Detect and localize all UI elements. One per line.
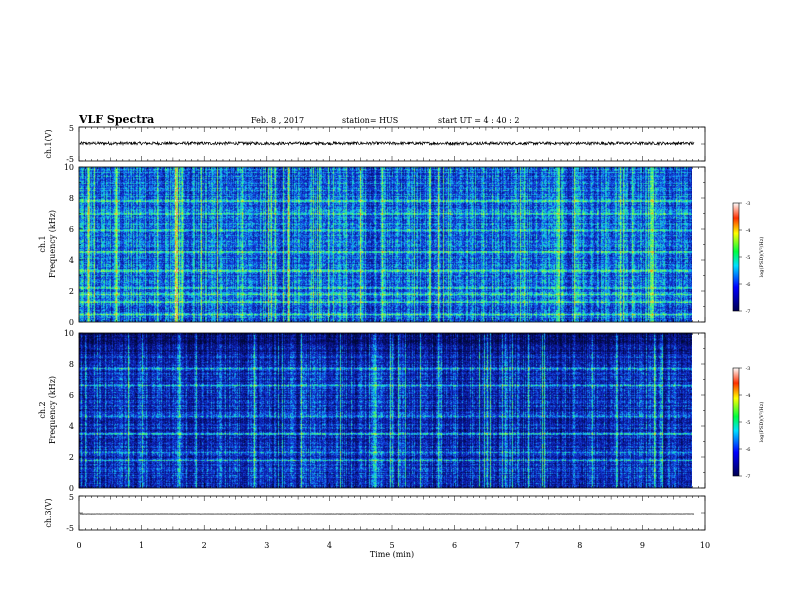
ch1-ytick-8: 8	[69, 194, 74, 203]
ch2-colorbar-tick-m4: -4	[746, 393, 751, 399]
ch2-colorbar-tick-m7: -7	[746, 474, 751, 480]
ch1-colorbar-tick-m7: -7	[746, 309, 751, 315]
ch2-ytick-2: 2	[69, 453, 74, 462]
ch1-waveform-ylabel: ch.1(V)	[44, 129, 53, 158]
ch1-ytick-6: 6	[69, 225, 74, 234]
ch2-spectrogram-image	[79, 333, 692, 488]
ch1-ytick-top: 5	[69, 124, 74, 133]
ch2-colorbar	[732, 367, 740, 477]
ch3-waveform-frame	[78, 495, 706, 531]
ch2-spectrogram-ylabel: Frequency (kHz)	[48, 376, 57, 444]
x-tick-label: 0	[76, 541, 81, 550]
figure-title: VLF Spectra	[78, 113, 154, 126]
ch3-ytick-top: 5	[69, 493, 74, 502]
ch3-ytick-bottom: -5	[66, 524, 74, 533]
ch1-waveform-ticks	[78, 126, 706, 162]
ch3-waveform-panel: 5 -5 ch.3(V)	[44, 493, 706, 533]
ch2-ytick-10: 10	[64, 329, 74, 338]
ch2-ytick-4: 4	[69, 422, 74, 431]
ch1-spectrogram-ytick-labels: 0 2 4 6 8 10	[64, 163, 74, 327]
ch2-ytick-6: 6	[69, 391, 74, 400]
ch2-spectrogram-ticks	[78, 332, 706, 489]
x-tick-label: 10	[700, 541, 710, 550]
x-tick-label: 2	[202, 541, 207, 550]
ch2-spectrogram-ytick-labels: 0 2 4 6 8 10	[64, 329, 74, 493]
x-axis-label: Time (min)	[370, 550, 414, 559]
x-tick-label: 4	[327, 541, 332, 550]
ch1-colorbar-ticks	[739, 202, 742, 312]
ch1-waveform-panel: 5 -5 ch.1(V)	[44, 124, 706, 164]
ch2-ytick-8: 8	[69, 360, 74, 369]
date-label: Feb. 8 , 2017	[251, 116, 304, 125]
ch2-colorbar-tick-m5: -5	[746, 420, 751, 426]
ch1-spectrogram-ylabel: Frequency (kHz)	[48, 210, 57, 278]
ch2-colorbar-tick-m3: -3	[746, 366, 751, 372]
ch1-ytick-10: 10	[64, 163, 74, 172]
ch1-spectrogram-channel-label: ch.1	[38, 235, 47, 252]
x-tick-label: 6	[452, 541, 457, 550]
x-tick-label: 7	[515, 541, 520, 550]
ch1-ytick-0: 0	[69, 318, 74, 327]
ch2-colorbar-tick-m6: -6	[746, 447, 751, 453]
start-ut-label: start UT = 4 : 40 : 2	[438, 116, 519, 125]
ch1-colorbar-tick-m3: -3	[746, 201, 751, 207]
ch3-waveform-ylabel: ch.3(V)	[44, 498, 53, 527]
ch1-spectrogram-panel: 0 2 4 6 8 10 ch.1 Frequency (kHz) -3 -4 …	[38, 163, 765, 327]
ch2-ytick-0: 0	[69, 484, 74, 493]
x-tick-label: 3	[264, 541, 269, 550]
ch1-colorbar-tick-m4: -4	[746, 228, 751, 234]
ch1-colorbar-tick-m6: -6	[746, 282, 751, 288]
x-tick-label: 1	[139, 541, 144, 550]
ch2-colorbar-label: log(PSD)(V²/Hz)	[758, 402, 765, 443]
ch2-colorbar-ticks	[739, 367, 742, 477]
ch1-ytick-bottom: -5	[66, 155, 74, 164]
x-tick-label: 5	[389, 541, 394, 550]
ch1-waveform-trace	[79, 140, 695, 147]
ch2-spectrogram-panel: 0 2 4 6 8 10 ch.2 Frequency (kHz) -3 -4 …	[38, 329, 765, 493]
ch1-spectrogram-ticks	[78, 166, 706, 323]
ch2-spectrogram-channel-label: ch.2	[38, 401, 47, 418]
ch1-spectrogram-image	[79, 167, 692, 322]
ch1-ytick-4: 4	[69, 256, 74, 265]
x-tick-label: 9	[640, 541, 645, 550]
ch1-colorbar-tick-m5: -5	[746, 255, 751, 261]
x-axis-tick-labels: 0 1 2 3 4 5 6 7 8 9 10	[76, 541, 710, 550]
ch1-colorbar	[732, 202, 740, 312]
ch3-waveform-ticks	[78, 495, 706, 531]
station-label: station= HUS	[342, 116, 398, 125]
x-tick-label: 8	[577, 541, 582, 550]
ch1-colorbar-label: log(PSD)(V²/Hz)	[758, 237, 765, 278]
ch1-ytick-2: 2	[69, 287, 74, 296]
